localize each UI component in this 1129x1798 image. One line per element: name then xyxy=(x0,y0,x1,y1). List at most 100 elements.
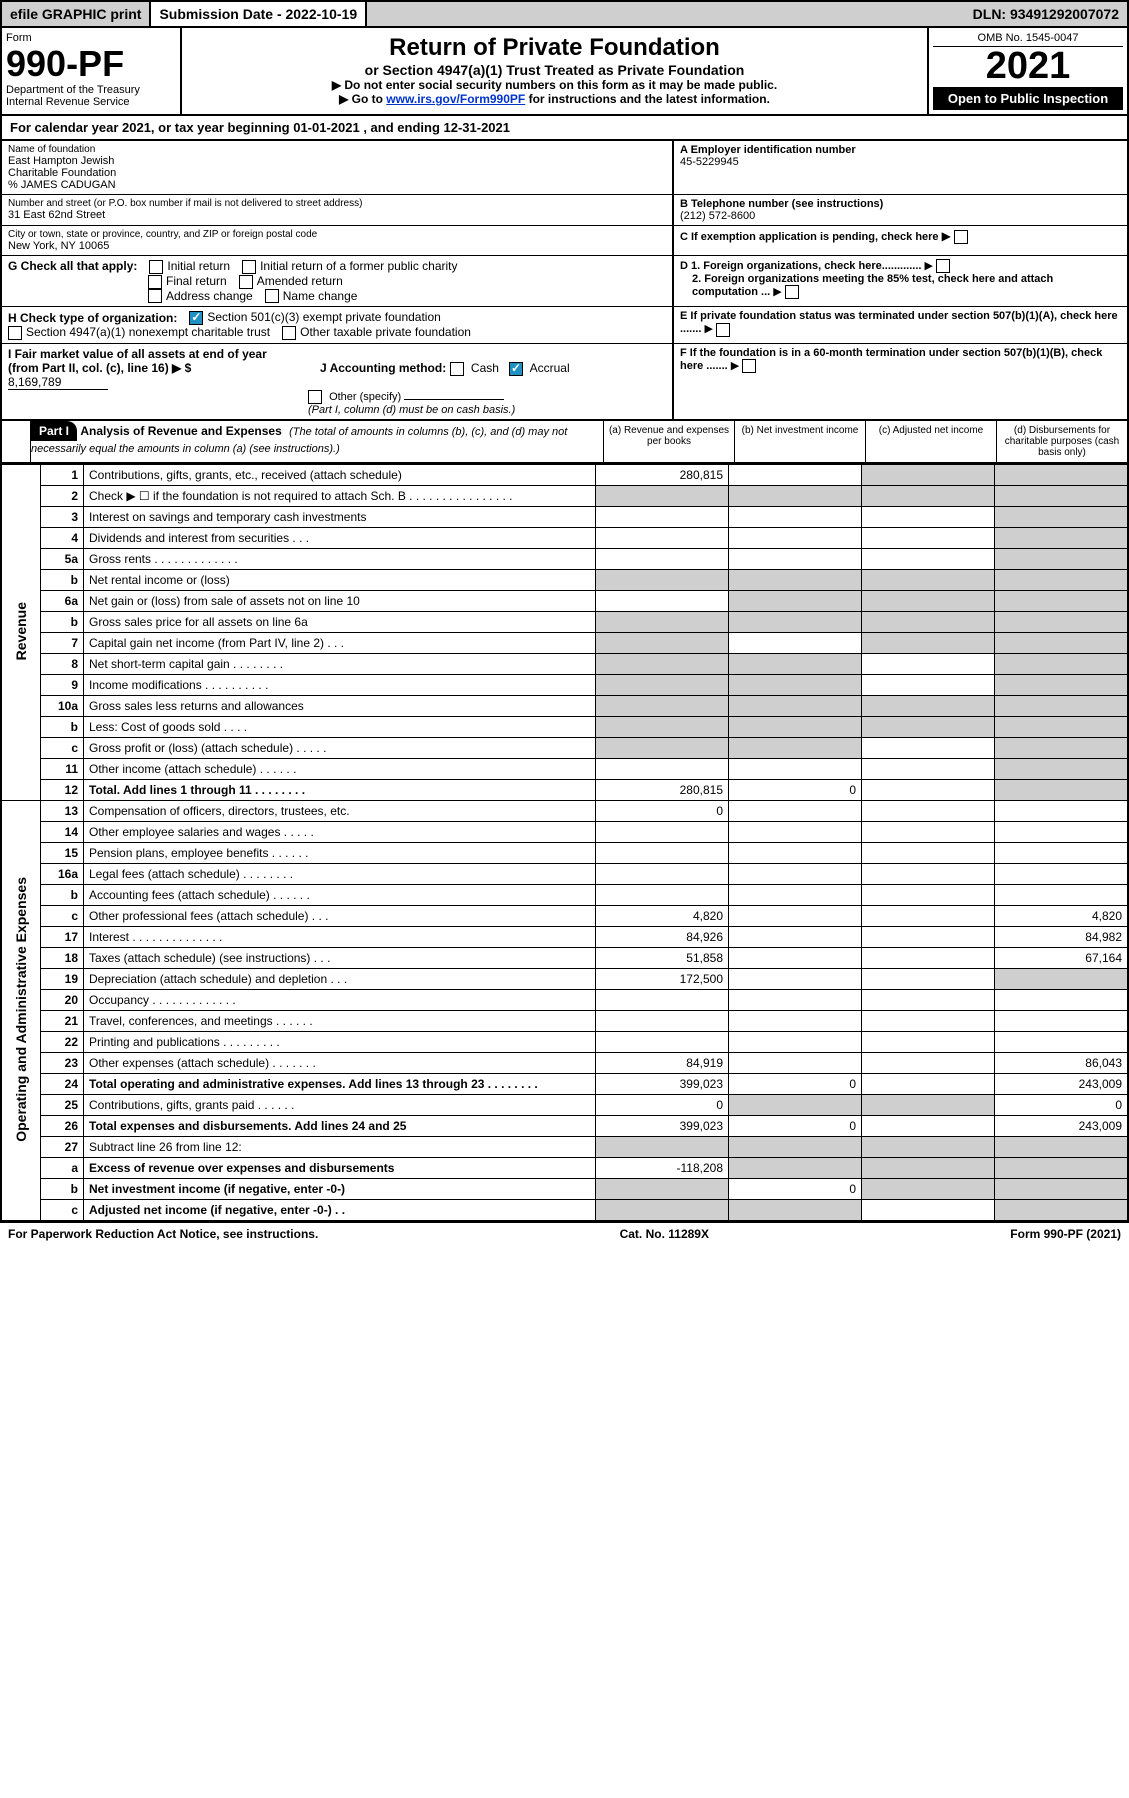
line-desc: Total operating and administrative expen… xyxy=(84,1074,596,1095)
h-501c3-checkbox[interactable] xyxy=(189,311,203,325)
amount-cell xyxy=(596,759,729,780)
amount-cell xyxy=(862,1158,995,1179)
line-number: 11 xyxy=(41,759,84,780)
amount-cell xyxy=(596,1137,729,1158)
j-accrual-checkbox[interactable] xyxy=(509,362,523,376)
amount-cell xyxy=(862,1116,995,1137)
e-checkbox[interactable] xyxy=(716,323,730,337)
table-row: 20Occupancy . . . . . . . . . . . . . xyxy=(1,990,1128,1011)
amount-cell xyxy=(862,885,995,906)
amount-cell: 0 xyxy=(729,1179,862,1200)
line-number: 10a xyxy=(41,696,84,717)
amount-cell xyxy=(995,759,1129,780)
j-cash-checkbox[interactable] xyxy=(450,362,464,376)
j-other-checkbox[interactable] xyxy=(308,390,322,404)
line-desc: Gross profit or (loss) (attach schedule)… xyxy=(84,738,596,759)
amount-cell: 172,500 xyxy=(596,969,729,990)
amount-cell xyxy=(995,549,1129,570)
g-name-checkbox[interactable] xyxy=(265,289,279,303)
g-amended-checkbox[interactable] xyxy=(239,275,253,289)
line-number: 14 xyxy=(41,822,84,843)
amount-cell xyxy=(995,507,1129,528)
amount-cell xyxy=(729,864,862,885)
amount-cell xyxy=(729,801,862,822)
h-4947-checkbox[interactable] xyxy=(8,326,22,340)
f-checkbox[interactable] xyxy=(742,359,756,373)
table-row: 24Total operating and administrative exp… xyxy=(1,1074,1128,1095)
table-row: 21Travel, conferences, and meetings . . … xyxy=(1,1011,1128,1032)
amount-cell xyxy=(596,633,729,654)
amount-cell xyxy=(862,780,995,801)
phone-cell: B Telephone number (see instructions) (2… xyxy=(672,195,1127,226)
d1-checkbox[interactable] xyxy=(936,259,950,273)
table-row: aExcess of revenue over expenses and dis… xyxy=(1,1158,1128,1179)
table-row: bAccounting fees (attach schedule) . . .… xyxy=(1,885,1128,906)
g-address-checkbox[interactable] xyxy=(148,289,162,303)
amount-cell xyxy=(862,906,995,927)
col-d-header: (d) Disbursements for charitable purpose… xyxy=(996,421,1127,462)
table-row: bNet investment income (if negative, ent… xyxy=(1,1179,1128,1200)
table-row: 25Contributions, gifts, grants paid . . … xyxy=(1,1095,1128,1116)
h-other-checkbox[interactable] xyxy=(282,326,296,340)
line-number: 7 xyxy=(41,633,84,654)
amount-cell: 4,820 xyxy=(995,906,1129,927)
g-final-checkbox[interactable] xyxy=(148,275,162,289)
amount-cell xyxy=(862,759,995,780)
table-row: cGross profit or (loss) (attach schedule… xyxy=(1,738,1128,759)
line-desc: Dividends and interest from securities .… xyxy=(84,528,596,549)
g-cell: G Check all that apply: Initial return I… xyxy=(2,256,672,307)
amount-cell xyxy=(862,990,995,1011)
amount-cell xyxy=(862,969,995,990)
irs-link[interactable]: www.irs.gov/Form990PF xyxy=(386,92,525,106)
line-number: b xyxy=(41,570,84,591)
amount-cell xyxy=(862,1095,995,1116)
page-footer: For Paperwork Reduction Act Notice, see … xyxy=(0,1222,1129,1245)
calendar-year: For calendar year 2021, or tax year begi… xyxy=(0,116,1129,141)
top-bar: efile GRAPHIC print Submission Date - 20… xyxy=(0,0,1129,28)
form-subtitle: or Section 4947(a)(1) Trust Treated as P… xyxy=(188,62,921,78)
amount-cell xyxy=(729,549,862,570)
g-initial-checkbox[interactable] xyxy=(149,260,163,274)
line-number: 4 xyxy=(41,528,84,549)
line-number: 25 xyxy=(41,1095,84,1116)
d2-checkbox[interactable] xyxy=(785,285,799,299)
line-desc: Legal fees (attach schedule) . . . . . .… xyxy=(84,864,596,885)
amount-cell xyxy=(729,1137,862,1158)
line-desc: Contributions, gifts, grants paid . . . … xyxy=(84,1095,596,1116)
line-desc: Total expenses and disbursements. Add li… xyxy=(84,1116,596,1137)
amount-cell xyxy=(596,843,729,864)
line-desc: Capital gain net income (from Part IV, l… xyxy=(84,633,596,654)
g-initial-public-checkbox[interactable] xyxy=(242,260,256,274)
c-checkbox[interactable] xyxy=(954,230,968,244)
line-number: 26 xyxy=(41,1116,84,1137)
amount-cell xyxy=(862,696,995,717)
amount-cell xyxy=(729,927,862,948)
line-desc: Other income (attach schedule) . . . . .… xyxy=(84,759,596,780)
table-row: 15Pension plans, employee benefits . . .… xyxy=(1,843,1128,864)
table-row: Operating and Administrative Expenses13C… xyxy=(1,801,1128,822)
part1-header: Part I Analysis of Revenue and Expenses … xyxy=(0,421,1129,464)
amount-cell xyxy=(729,1053,862,1074)
line-number: 5a xyxy=(41,549,84,570)
line-number: 20 xyxy=(41,990,84,1011)
table-row: 14Other employee salaries and wages . . … xyxy=(1,822,1128,843)
e-cell: E If private foundation status was termi… xyxy=(672,307,1127,344)
line-number: a xyxy=(41,1158,84,1179)
amount-cell: 51,858 xyxy=(596,948,729,969)
table-row: 12Total. Add lines 1 through 11 . . . . … xyxy=(1,780,1128,801)
amount-cell xyxy=(862,738,995,759)
amount-cell xyxy=(596,822,729,843)
amount-cell: 4,820 xyxy=(596,906,729,927)
amount-cell xyxy=(995,1011,1129,1032)
line-number: c xyxy=(41,906,84,927)
amount-cell xyxy=(729,465,862,486)
amount-cell xyxy=(995,528,1129,549)
line-desc: Total. Add lines 1 through 11 . . . . . … xyxy=(84,780,596,801)
amount-cell xyxy=(995,990,1129,1011)
table-row: 18Taxes (attach schedule) (see instructi… xyxy=(1,948,1128,969)
table-row: bNet rental income or (loss) xyxy=(1,570,1128,591)
amount-cell xyxy=(596,675,729,696)
amount-cell xyxy=(729,612,862,633)
amount-cell xyxy=(995,717,1129,738)
amount-cell xyxy=(862,1137,995,1158)
